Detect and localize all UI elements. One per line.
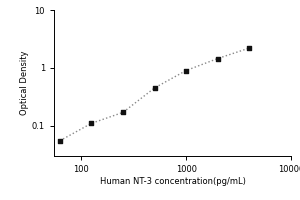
Point — [121, 111, 125, 114]
Point — [57, 139, 62, 142]
Point — [184, 69, 188, 72]
Point — [152, 86, 157, 90]
Point — [89, 122, 94, 125]
Y-axis label: Optical Density: Optical Density — [20, 51, 29, 115]
X-axis label: Human NT-3 concentration(pg/mL): Human NT-3 concentration(pg/mL) — [100, 177, 245, 186]
Point — [247, 46, 252, 50]
Point — [215, 57, 220, 60]
